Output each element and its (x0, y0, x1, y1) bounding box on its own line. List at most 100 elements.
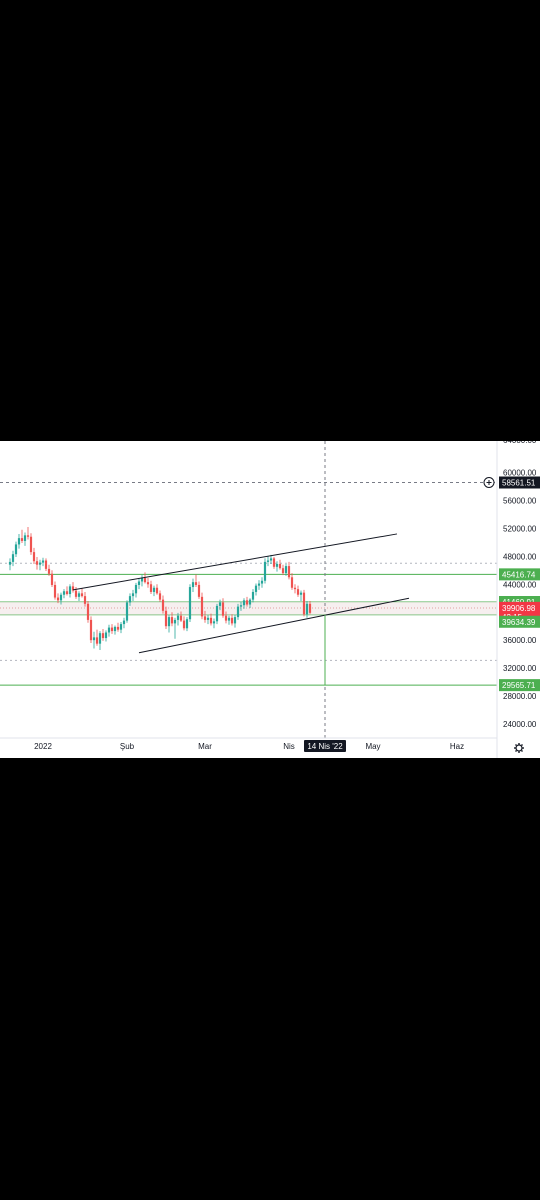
support-zone (0, 602, 497, 615)
add-alert-plus-icon[interactable] (483, 476, 495, 488)
y-tick-label: 48000.00 (503, 552, 537, 561)
y-tick-label: 32000.00 (503, 664, 537, 673)
candle (221, 598, 225, 618)
candle (188, 584, 192, 622)
time-axis[interactable]: 2022 Şub Mar Nis May Haz (34, 742, 464, 751)
candle (131, 589, 135, 602)
y-tick-label-partial: 64000.00 (503, 441, 537, 445)
candle (41, 557, 45, 567)
candle (260, 577, 264, 588)
y-tick-label: 56000.00 (503, 496, 537, 505)
svg-text:14 Nis '22: 14 Nis '22 (307, 742, 343, 751)
candle (89, 616, 93, 643)
x-tick-label: Mar (198, 742, 212, 751)
candle (281, 564, 285, 576)
candle (293, 584, 297, 594)
candle (65, 586, 69, 596)
candle (209, 613, 213, 626)
candle (92, 631, 96, 649)
candle (128, 593, 132, 606)
candle (296, 585, 300, 597)
level-price-tag: 39634.39 (499, 615, 540, 628)
candle (299, 590, 303, 602)
candle (140, 575, 144, 587)
settings-gear-icon[interactable] (514, 743, 524, 753)
svg-text:58561.51: 58561.51 (502, 478, 536, 487)
candle (35, 557, 39, 570)
candle (86, 601, 90, 623)
candle (95, 629, 99, 646)
y-tick-label: 24000.00 (503, 720, 537, 729)
candle (119, 621, 123, 634)
candle (206, 615, 210, 625)
x-tick-label: 2022 (34, 742, 52, 751)
candle (11, 550, 15, 567)
candle (224, 611, 228, 624)
candle (38, 559, 42, 571)
candle (146, 577, 150, 588)
candle (191, 578, 195, 592)
svg-text:29565.71: 29565.71 (502, 681, 536, 690)
candle (179, 611, 183, 622)
candle (104, 630, 108, 642)
candle (233, 615, 237, 628)
candle (212, 618, 216, 629)
candle (56, 593, 60, 604)
candle (269, 554, 273, 564)
candle (227, 615, 231, 625)
candle (182, 616, 186, 631)
candle (305, 601, 309, 618)
candle (290, 573, 294, 590)
candle (137, 578, 141, 590)
trendline[interactable] (138, 597, 410, 654)
candle (14, 541, 18, 558)
candle (44, 558, 48, 571)
current-price-label: 39906.98 (502, 604, 536, 613)
candle (167, 615, 171, 633)
candle (80, 588, 84, 598)
candle (116, 622, 120, 632)
candle (230, 614, 234, 626)
candle (302, 589, 306, 617)
candle (239, 601, 243, 611)
chart-panel[interactable]: 24000.0028000.0032000.0036000.0040000.00… (0, 441, 540, 758)
candle (23, 532, 27, 546)
candle (83, 591, 87, 607)
candle (101, 628, 105, 641)
candle (47, 564, 51, 576)
trendline[interactable] (72, 533, 398, 591)
price-chart[interactable]: 24000.0028000.0032000.0036000.0040000.00… (0, 441, 540, 758)
candle (134, 582, 138, 598)
candle (107, 624, 111, 637)
crosshair-price-tag[interactable]: 58561.51 (499, 476, 540, 489)
crosshair-layer (0, 441, 497, 738)
candle (26, 526, 30, 540)
candle (278, 559, 282, 570)
candle (245, 596, 249, 607)
y-tick-label: 28000.00 (503, 692, 537, 701)
chart-background (0, 441, 540, 758)
candle (266, 556, 270, 567)
x-tick-label: Şub (120, 742, 135, 751)
candle (152, 585, 156, 597)
candle (170, 612, 174, 627)
candle (242, 598, 246, 609)
candle (59, 592, 63, 605)
candle (308, 601, 312, 615)
candle (272, 557, 276, 569)
x-tick-label: Nis (283, 742, 295, 751)
candle (158, 590, 162, 602)
svg-text:39634.39: 39634.39 (502, 618, 536, 627)
level-price-tag: 29565.71 (499, 679, 540, 692)
candle (155, 584, 159, 595)
candle (71, 582, 75, 593)
candle (263, 558, 267, 584)
candle (284, 563, 288, 576)
candle (50, 570, 54, 588)
candle (8, 558, 12, 571)
candle (251, 589, 255, 603)
candle (110, 624, 114, 634)
candle (173, 617, 177, 639)
x-tick-label: Haz (450, 742, 464, 751)
candle (53, 581, 57, 600)
